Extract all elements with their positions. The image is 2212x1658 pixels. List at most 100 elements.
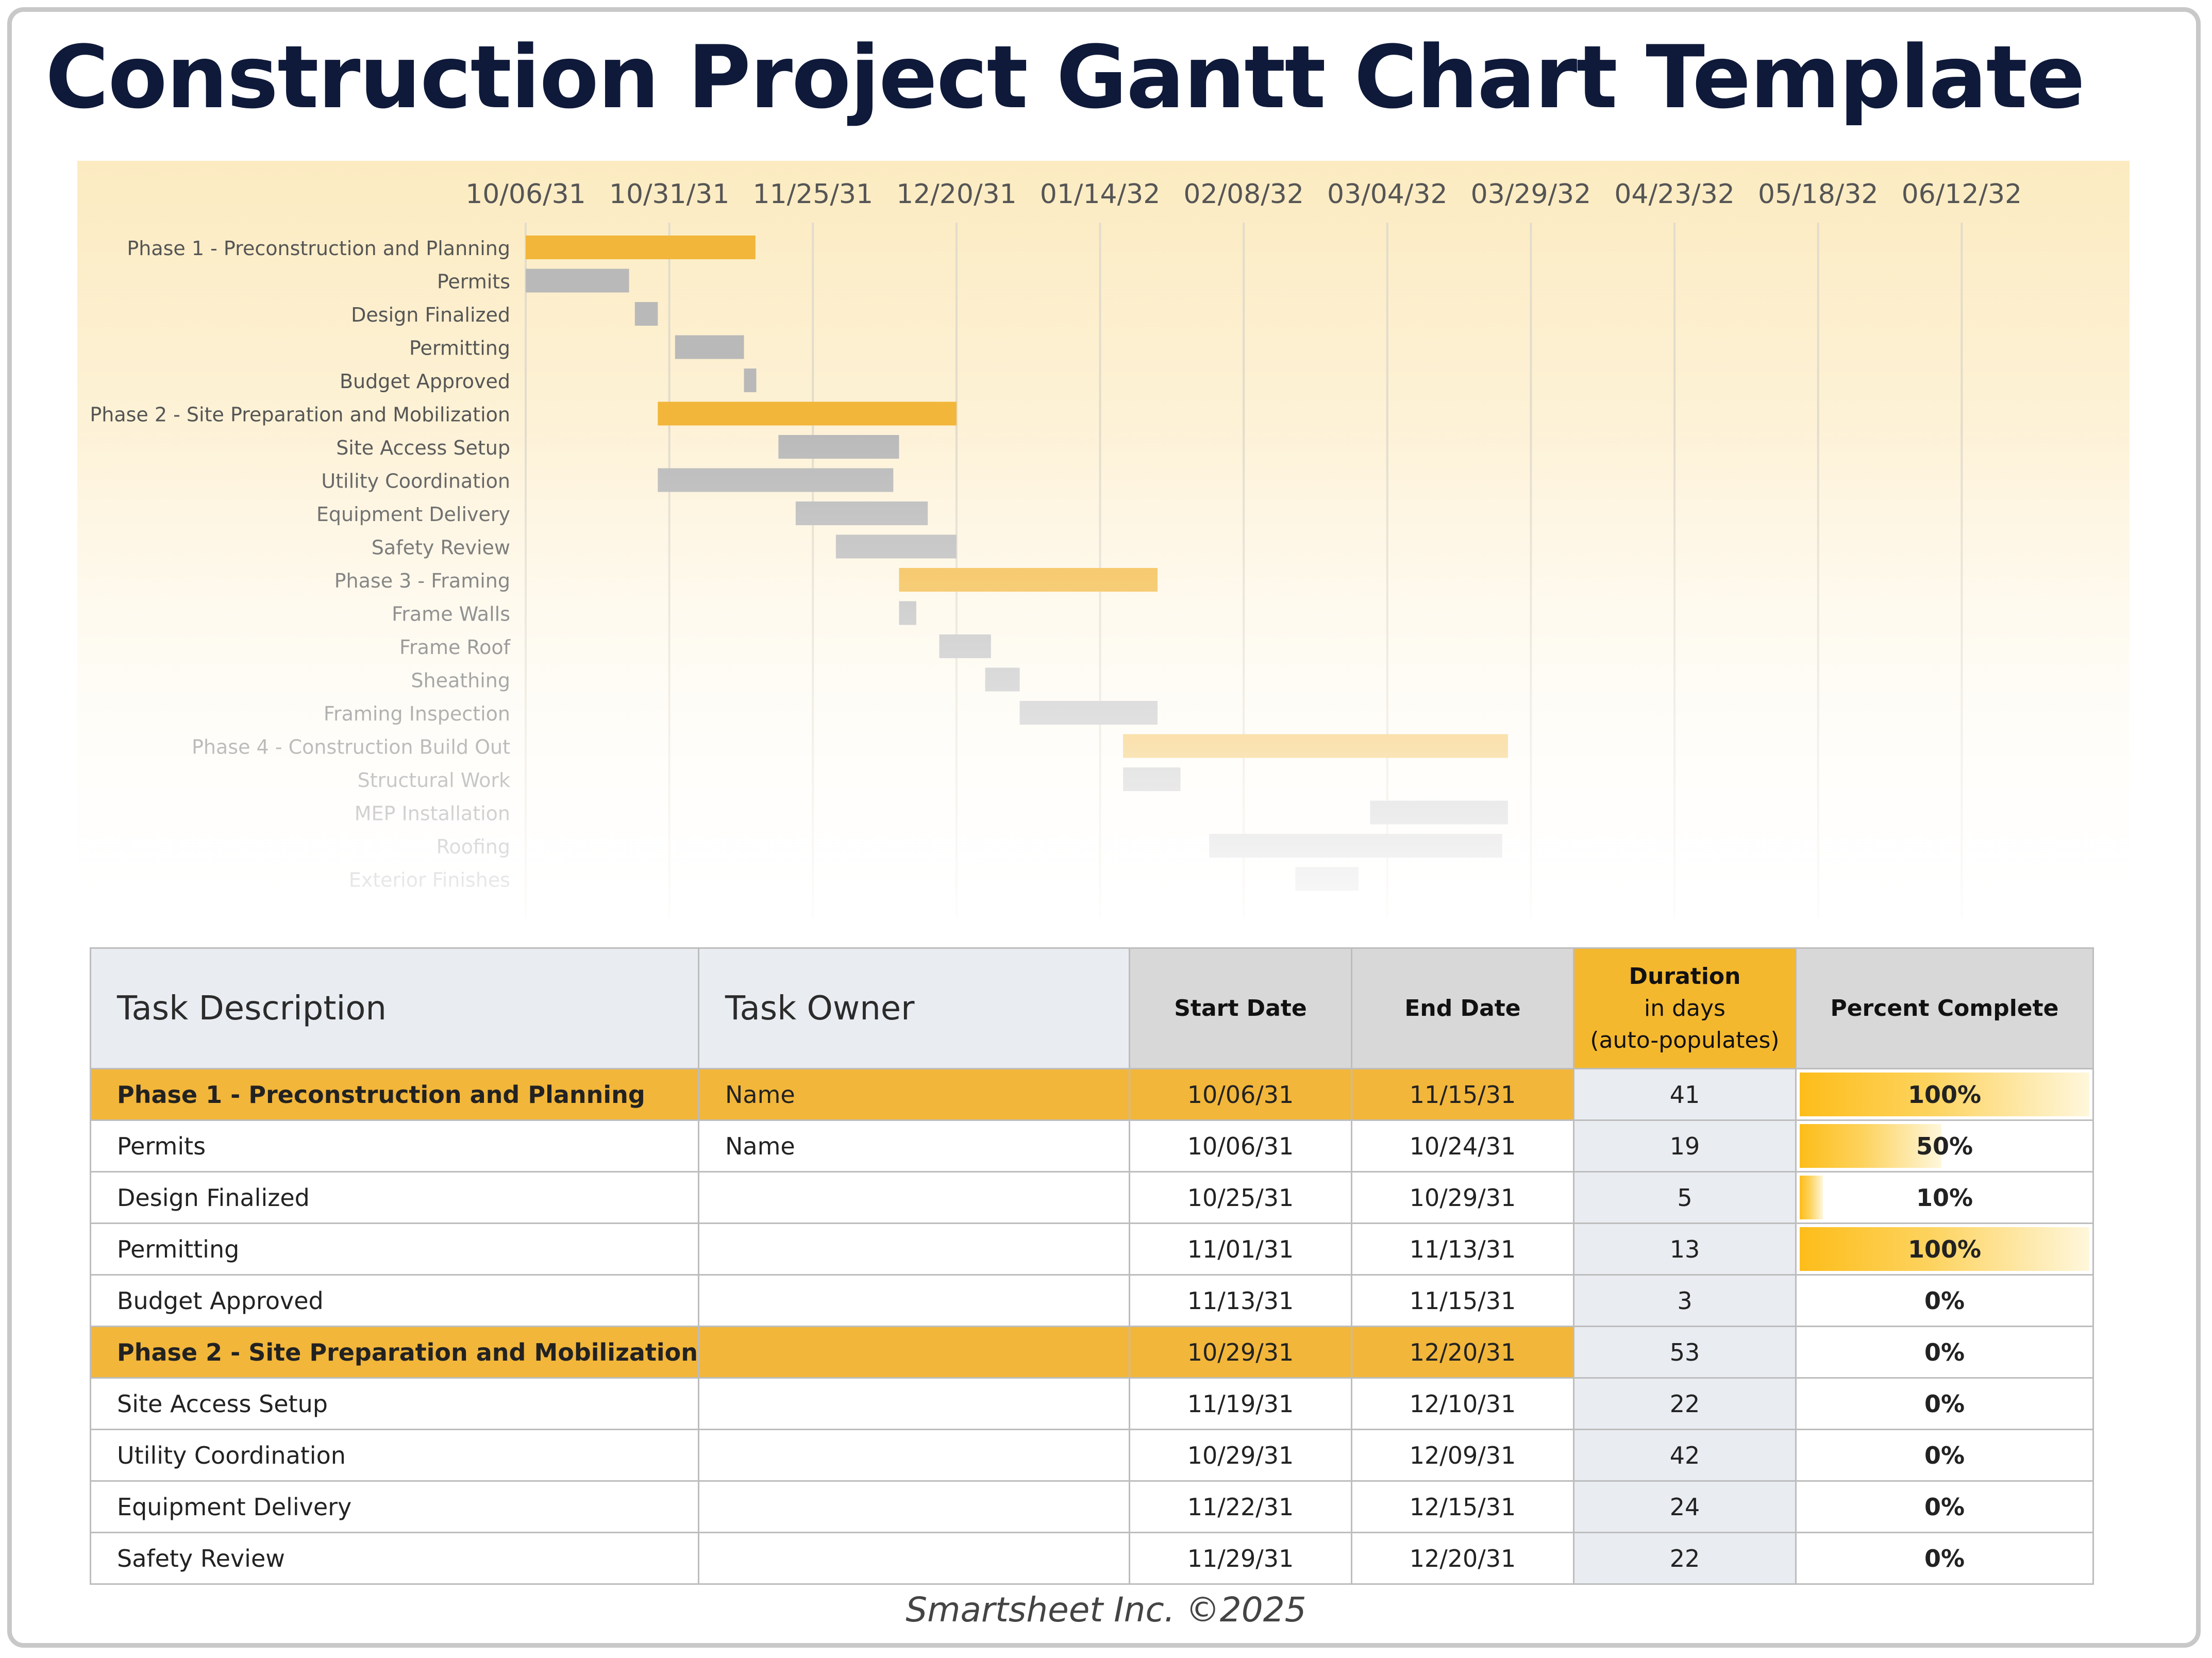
start-date-cell[interactable]: 10/29/31 <box>1129 1326 1352 1379</box>
task-owner-cell[interactable] <box>698 1377 1130 1430</box>
percent-complete-value: 0% <box>1924 1493 1965 1521</box>
task-owner-cell[interactable] <box>698 1222 1130 1276</box>
start-date-cell[interactable]: 11/19/31 <box>1129 1377 1352 1430</box>
start-date-cell[interactable]: 10/06/31 <box>1129 1119 1352 1173</box>
task-owner-cell[interactable]: Name <box>698 1119 1130 1173</box>
duration-cell[interactable]: 3 <box>1573 1274 1797 1327</box>
gantt-chart-svg: 10/06/3110/31/3111/25/3112/20/3101/14/32… <box>77 161 2130 918</box>
header-percent-complete: Percent Complete <box>1795 947 2094 1069</box>
percent-complete-bar <box>1800 1176 1823 1219</box>
task-row: Permitting 11/01/31 11/13/31 13 100% <box>90 1222 2094 1276</box>
header-duration-note: (auto-populates) <box>1590 1027 1780 1053</box>
task-table: Task Description Task Owner Start Date E… <box>90 947 2094 1585</box>
header-task-owner: Task Owner <box>698 947 1130 1069</box>
task-description-cell[interactable]: Utility Coordination <box>90 1429 699 1482</box>
start-date-cell[interactable]: 11/01/31 <box>1129 1222 1352 1276</box>
task-description-cell[interactable]: Equipment Delivery <box>90 1480 699 1533</box>
task-description-cell[interactable]: Permitting <box>90 1222 699 1276</box>
header-duration-title: Duration <box>1629 963 1741 990</box>
percent-complete-cell[interactable]: 50% <box>1795 1119 2094 1173</box>
task-owner-cell[interactable] <box>698 1480 1130 1533</box>
task-description-cell[interactable]: Permits <box>90 1119 699 1173</box>
duration-cell[interactable]: 22 <box>1573 1532 1797 1585</box>
duration-cell[interactable]: 42 <box>1573 1429 1797 1482</box>
header-task-description: Task Description <box>90 947 699 1069</box>
duration-cell[interactable]: 13 <box>1573 1222 1797 1276</box>
task-owner-cell[interactable] <box>698 1532 1130 1585</box>
end-date-cell[interactable]: 12/10/31 <box>1351 1377 1574 1430</box>
phase-row: Phase 1 - Preconstruction and Planning Na… <box>90 1068 2094 1121</box>
percent-complete-cell[interactable]: 0% <box>1795 1326 2094 1379</box>
start-date-cell[interactable]: 11/13/31 <box>1129 1274 1352 1327</box>
start-date-cell[interactable]: 10/06/31 <box>1129 1068 1352 1121</box>
duration-cell[interactable]: 41 <box>1573 1068 1797 1121</box>
task-row: Utility Coordination 10/29/31 12/09/31 42 0% <box>90 1429 2094 1482</box>
duration-cell[interactable]: 22 <box>1573 1377 1797 1430</box>
percent-complete-value: 10% <box>1916 1183 1973 1212</box>
header-start-date: Start Date <box>1129 947 1352 1069</box>
end-date-cell[interactable]: 12/15/31 <box>1351 1480 1574 1533</box>
start-date-cell[interactable]: 10/29/31 <box>1129 1429 1352 1482</box>
task-row: Safety Review 11/29/31 12/20/31 22 0% <box>90 1532 2094 1585</box>
start-date-cell[interactable]: 11/22/31 <box>1129 1480 1352 1533</box>
percent-complete-bar <box>1800 1073 2089 1116</box>
task-description-cell[interactable]: Phase 1 - Preconstruction and Planning <box>90 1068 699 1121</box>
task-row: Site Access Setup 11/19/31 12/10/31 22 0% <box>90 1377 2094 1430</box>
end-date-cell[interactable]: 10/24/31 <box>1351 1119 1574 1173</box>
percent-complete-value: 100% <box>1907 1235 1982 1263</box>
duration-cell[interactable]: 24 <box>1573 1480 1797 1533</box>
task-owner-cell[interactable] <box>698 1429 1130 1482</box>
task-row: Equipment Delivery 11/22/31 12/15/31 24 0% <box>90 1480 2094 1533</box>
task-owner-cell[interactable] <box>698 1326 1130 1379</box>
task-description-cell[interactable]: Site Access Setup <box>90 1377 699 1430</box>
header-end-date: End Date <box>1351 947 1574 1069</box>
percent-complete-value: 0% <box>1924 1286 1965 1315</box>
end-date-cell[interactable]: 12/09/31 <box>1351 1429 1574 1482</box>
percent-complete-cell[interactable]: 100% <box>1795 1068 2094 1121</box>
percent-complete-cell[interactable]: 0% <box>1795 1274 2094 1327</box>
percent-complete-bar <box>1800 1124 1941 1168</box>
task-description-cell[interactable]: Phase 2 - Site Preparation and Mobilizat… <box>90 1326 699 1379</box>
percent-complete-value: 0% <box>1924 1441 1965 1469</box>
percent-complete-value: 0% <box>1924 1389 1965 1418</box>
end-date-cell[interactable]: 12/20/31 <box>1351 1532 1574 1585</box>
end-date-cell[interactable]: 11/15/31 <box>1351 1068 1574 1121</box>
percent-complete-cell[interactable]: 0% <box>1795 1532 2094 1585</box>
end-date-cell[interactable]: 11/13/31 <box>1351 1222 1574 1276</box>
page-title: Construction Project Gantt Chart Templat… <box>45 27 2085 128</box>
start-date-cell[interactable]: 11/29/31 <box>1129 1532 1352 1585</box>
task-description-cell[interactable]: Design Finalized <box>90 1171 699 1224</box>
percent-complete-value: 100% <box>1907 1080 1982 1109</box>
footer-credit: Smartsheet Inc. ©2025 <box>906 1590 1306 1630</box>
task-owner-cell[interactable] <box>698 1171 1130 1224</box>
percent-complete-bar <box>1800 1227 2089 1271</box>
duration-cell[interactable]: 53 <box>1573 1326 1797 1379</box>
gantt-fade-overlay <box>77 161 2130 918</box>
task-owner-cell[interactable]: Name <box>698 1068 1130 1121</box>
percent-complete-cell[interactable]: 100% <box>1795 1222 2094 1276</box>
task-owner-cell[interactable] <box>698 1274 1130 1327</box>
percent-complete-cell[interactable]: 0% <box>1795 1480 2094 1533</box>
task-row: Budget Approved 11/13/31 11/15/31 3 0% <box>90 1274 2094 1327</box>
start-date-cell[interactable]: 10/25/31 <box>1129 1171 1352 1224</box>
percent-complete-cell[interactable]: 0% <box>1795 1429 2094 1482</box>
percent-complete-cell[interactable]: 10% <box>1795 1171 2094 1224</box>
header-duration-unit: in days <box>1644 995 1725 1021</box>
duration-cell[interactable]: 19 <box>1573 1119 1797 1173</box>
phase-row: Phase 2 - Site Preparation and Mobilizat… <box>90 1326 2094 1379</box>
percent-complete-value: 50% <box>1916 1132 1973 1160</box>
end-date-cell[interactable]: 12/20/31 <box>1351 1326 1574 1379</box>
percent-complete-cell[interactable]: 0% <box>1795 1377 2094 1430</box>
gantt-chart: 10/06/3110/31/3111/25/3112/20/3101/14/32… <box>77 161 2130 918</box>
end-date-cell[interactable]: 11/15/31 <box>1351 1274 1574 1327</box>
task-description-cell[interactable]: Safety Review <box>90 1532 699 1585</box>
task-row: Permits Name 10/06/31 10/24/31 19 50% <box>90 1119 2094 1173</box>
percent-complete-value: 0% <box>1924 1338 1965 1366</box>
end-date-cell[interactable]: 10/29/31 <box>1351 1171 1574 1224</box>
duration-cell[interactable]: 5 <box>1573 1171 1797 1224</box>
task-row: Design Finalized 10/25/31 10/29/31 5 10% <box>90 1171 2094 1224</box>
task-description-cell[interactable]: Budget Approved <box>90 1274 699 1327</box>
percent-complete-value: 0% <box>1924 1544 1965 1572</box>
header-duration: Duration in days (auto-populates) <box>1573 947 1797 1069</box>
table-header-row: Task Description Task Owner Start Date E… <box>90 947 2094 1069</box>
